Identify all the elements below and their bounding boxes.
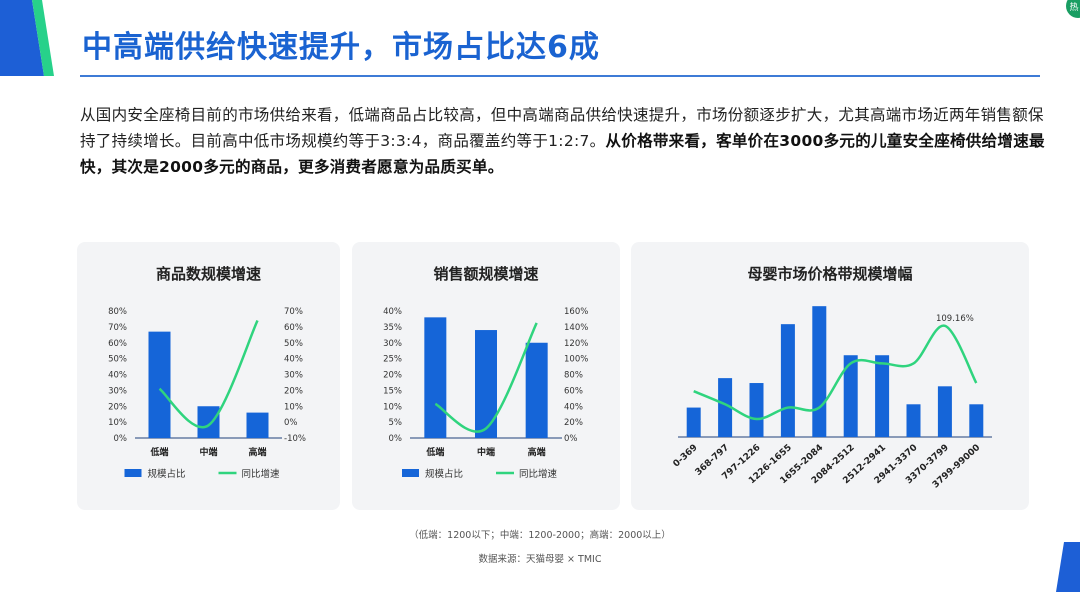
price-tier-footnote: （低端：1200以下；中端：1200-2000；高端：2000以上） — [409, 530, 671, 541]
y-tick-label-right: 70% — [284, 307, 303, 317]
bar — [843, 355, 858, 437]
y-tick-label-right: 60% — [284, 323, 303, 333]
growth-line — [158, 319, 259, 429]
chart-price-band: 母婴市场价格带规模增幅0-369368-797797-12261226-1655… — [672, 265, 992, 490]
y-tick-label-left: 40% — [383, 307, 402, 317]
summary-text: 从国内安全座椅目前的市场供给来看，低端商品占比较高，但中高端商品供给快速提升，市… — [80, 106, 1044, 150]
legend-bar-label: 规模占比 — [425, 468, 463, 480]
chart-product-count: 商品数规模增速 80% 70% 60% 50% 40% 30% 20% 10% 0% 70% 60% 5… — [108, 265, 306, 480]
bar — [525, 342, 548, 438]
x-category-label: 中端 — [199, 446, 217, 458]
bar — [197, 406, 220, 438]
y-tick-label-right: 80% — [564, 371, 583, 381]
y-tick-label-left: 80% — [108, 307, 127, 317]
bar — [686, 407, 701, 437]
y-tick-label-right: 20% — [564, 418, 583, 428]
chart-panel-price-band: 母婴市场价格带规模增幅 0-369 368-797 797-1226 1226-1655… — [631, 242, 1029, 510]
x-category-label: 中端 — [477, 446, 495, 458]
summary-paragraph: 从国内安全座椅目前的市场供给来看，低端商品占比较高，但中高端商品供给快速提升，市… — [80, 102, 1045, 180]
bar — [812, 306, 827, 437]
chart-title: 销售额规模增速 — [433, 265, 538, 283]
x-category-label: 0-369 — [672, 443, 700, 470]
growth-line — [434, 322, 538, 433]
legend-line-label: 同比增速 — [242, 468, 281, 480]
chart-panel-sales: 销售额规模增速 40% 35% 30% 25% 20% 15% 10% 5% 0% 160% 140%… — [352, 242, 620, 510]
bar — [937, 386, 952, 437]
legend-bar-swatch — [124, 469, 142, 477]
y-tick-label-right: 140% — [564, 323, 588, 333]
x-category-label: 高端 — [248, 446, 266, 458]
legend-line-label: 同比增速 — [519, 468, 558, 480]
data-source: 数据来源：天猫母婴 × TMIC — [478, 554, 602, 565]
y-tick-label-left: 50% — [108, 355, 127, 365]
y-tick-label-left: 5% — [389, 418, 403, 428]
growth-line — [693, 324, 978, 421]
peak-annotation: 109.16% — [936, 314, 974, 324]
y-tick-label-left: 30% — [383, 339, 402, 349]
x-category-label: 低端 — [425, 446, 444, 458]
y-tick-label-right: 10% — [284, 402, 303, 412]
y-tick-label-right: 40% — [284, 355, 303, 365]
y-tick-label-left: 10% — [383, 402, 402, 412]
y-tick-label-right: 40% — [564, 402, 583, 412]
bar — [906, 404, 921, 437]
legend-bar-swatch — [402, 469, 419, 477]
corner-badge: 热 — [1066, 0, 1080, 18]
chart-title: 母婴市场价格带规模增幅 — [747, 265, 912, 283]
y-tick-label-left: 15% — [383, 386, 402, 396]
y-tick-label-left: 20% — [108, 402, 127, 412]
corner-decoration — [0, 0, 54, 76]
y-tick-label-right: 160% — [564, 307, 588, 317]
y-tick-label-right: 0% — [284, 418, 298, 428]
bar — [780, 324, 795, 437]
y-tick-label-right: 0% — [564, 434, 578, 444]
bar — [875, 355, 890, 437]
y-tick-label-right: 20% — [284, 386, 303, 396]
legend-bar-label: 规模占比 — [148, 468, 186, 480]
y-tick-label-right: 50% — [284, 339, 303, 349]
y-tick-label-right: 30% — [284, 371, 303, 381]
y-tick-label-left: 20% — [383, 371, 402, 381]
chart-title: 商品数规模增速 — [156, 265, 261, 283]
bar — [424, 317, 447, 438]
y-tick-label-left: 0% — [114, 434, 128, 444]
y-tick-label-left: 30% — [108, 386, 127, 396]
corner-decoration-bottom — [1056, 542, 1080, 592]
chart-sales: 销售额规模增速 40% 35% 30% 25% 20% 15% 10% 5% 0% 160% 140%… — [383, 265, 588, 480]
bar — [475, 330, 497, 438]
bar — [749, 383, 764, 437]
x-category-label: 高端 — [528, 446, 546, 458]
bar — [148, 331, 171, 438]
y-tick-label-right: 60% — [564, 386, 583, 396]
y-tick-label-left: 35% — [383, 323, 402, 333]
y-tick-label-right: 120% — [564, 339, 588, 349]
bar — [246, 412, 269, 438]
y-tick-label-left: 60% — [108, 339, 127, 349]
chart-panel-product-count: 商品数规模增速 80% 70% 60% 50% 40% 30% 20% 10% 0% 70% 60% 5… — [77, 242, 340, 510]
x-category-label: 低端 — [149, 446, 168, 458]
y-tick-label-left: 10% — [108, 418, 127, 428]
y-tick-label-left: 40% — [108, 371, 127, 381]
bar — [718, 378, 733, 437]
title-divider — [80, 75, 1040, 77]
y-tick-label-right: -10% — [284, 434, 306, 444]
y-tick-label-left: 25% — [383, 355, 402, 365]
bar — [969, 404, 984, 437]
summary-highlight: 从价格带来看，客单价在3000多元的儿童安全座椅供给增速最快，其次是2000多元… — [80, 132, 1045, 176]
y-tick-label-right: 100% — [564, 355, 588, 365]
y-tick-label-left: 70% — [108, 323, 127, 333]
page-title: 中高端供给快速提升，市场占比达6成 — [82, 30, 600, 65]
y-tick-label-left: 0% — [389, 434, 403, 444]
